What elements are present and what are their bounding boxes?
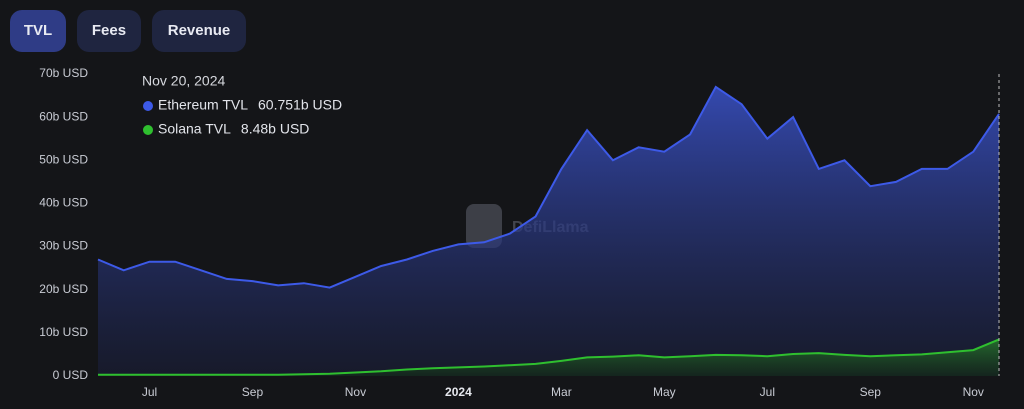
y-tick-label: 10b USD	[39, 325, 88, 339]
y-tick-label: 40b USD	[39, 196, 88, 210]
y-tick-label: 30b USD	[39, 239, 88, 253]
legend-dot	[143, 101, 153, 111]
series-area	[98, 86, 999, 377]
y-tick-label: 50b USD	[39, 152, 88, 166]
y-tick-label: 20b USD	[39, 282, 88, 296]
x-tick-label: Sep	[242, 385, 264, 399]
x-tick-label: Nov	[345, 385, 366, 399]
tab[interactable]: Fees	[77, 10, 141, 52]
x-tick-label: 2024	[445, 385, 472, 399]
series-line	[97, 85, 1000, 289]
legend-label: Ethereum TVL	[158, 97, 248, 113]
legend-dot	[143, 125, 153, 135]
x-tick-label: Jul	[142, 385, 157, 399]
y-tick-label: 70b USD	[39, 66, 88, 80]
x-tick-label: May	[653, 385, 676, 399]
legend-value: 8.48b USD	[241, 121, 309, 137]
tooltip-date: Nov 20, 2024	[142, 73, 225, 89]
y-tick-label: 0 USD	[53, 368, 89, 382]
x-tick-label: Mar	[551, 385, 572, 399]
y-tick-label: 60b USD	[39, 109, 88, 123]
series-area	[98, 339, 999, 376]
x-tick-label: Nov	[963, 385, 984, 399]
series-line	[98, 338, 1000, 376]
legend-value: 60.751b USD	[258, 97, 342, 113]
x-tick-label: Sep	[860, 385, 882, 399]
tab[interactable]: Revenue	[152, 10, 246, 52]
x-tick-label: Jul	[760, 385, 775, 399]
tab[interactable]: TVL	[10, 10, 66, 52]
watermark-logo	[466, 204, 502, 248]
legend-label: Solana TVL	[158, 121, 231, 137]
